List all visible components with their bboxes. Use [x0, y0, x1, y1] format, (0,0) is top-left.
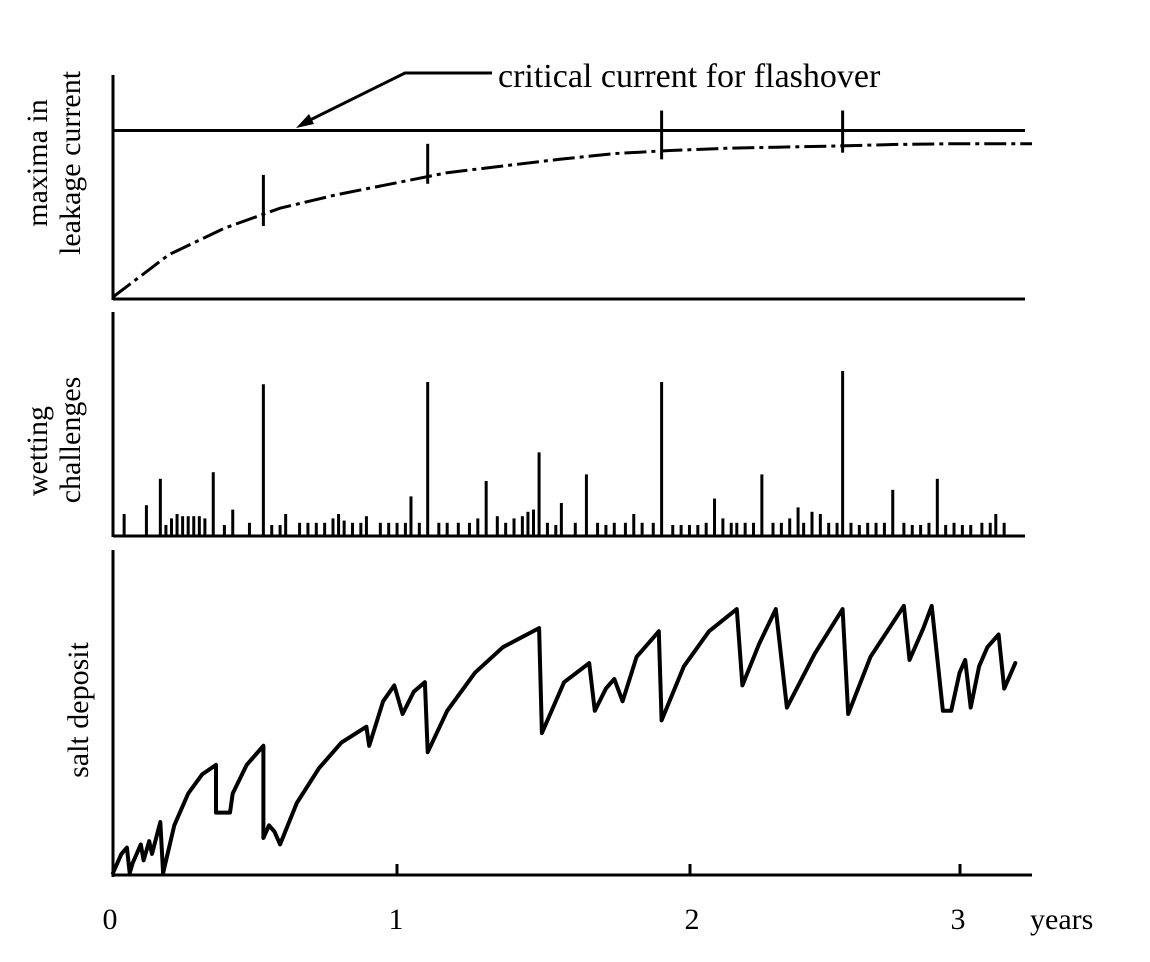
- critical-current-label: critical current for flashover: [498, 58, 881, 95]
- wetting-panel: [122, 371, 1006, 536]
- x-tick-label: 3: [951, 903, 966, 936]
- leakage-panel: [112, 110, 1032, 299]
- x-unit-label: years: [1030, 903, 1093, 936]
- leakage-ylabel-line1: maxima in: [21, 99, 54, 226]
- x-tick-label: 2: [685, 903, 700, 936]
- leakage-ylabel-line2: leakage current: [54, 70, 87, 255]
- wetting-ylabel-line1: wetting: [21, 406, 54, 496]
- critical-current-arrowhead: [296, 114, 314, 128]
- wetting-ylabel-line2: challenges: [54, 377, 87, 504]
- x-tick-label: 1: [389, 903, 404, 936]
- salt-ylabel: salt deposit: [62, 641, 95, 777]
- leakage-envelope-curve: [112, 142, 1032, 299]
- x-tick-label: 0: [103, 903, 118, 936]
- critical-current-leader: [301, 71, 492, 126]
- salt-deposit-curve: [111, 603, 1018, 875]
- salt-panel: [111, 603, 1018, 875]
- x-axis-ticks: 0 1 2 3: [103, 864, 966, 936]
